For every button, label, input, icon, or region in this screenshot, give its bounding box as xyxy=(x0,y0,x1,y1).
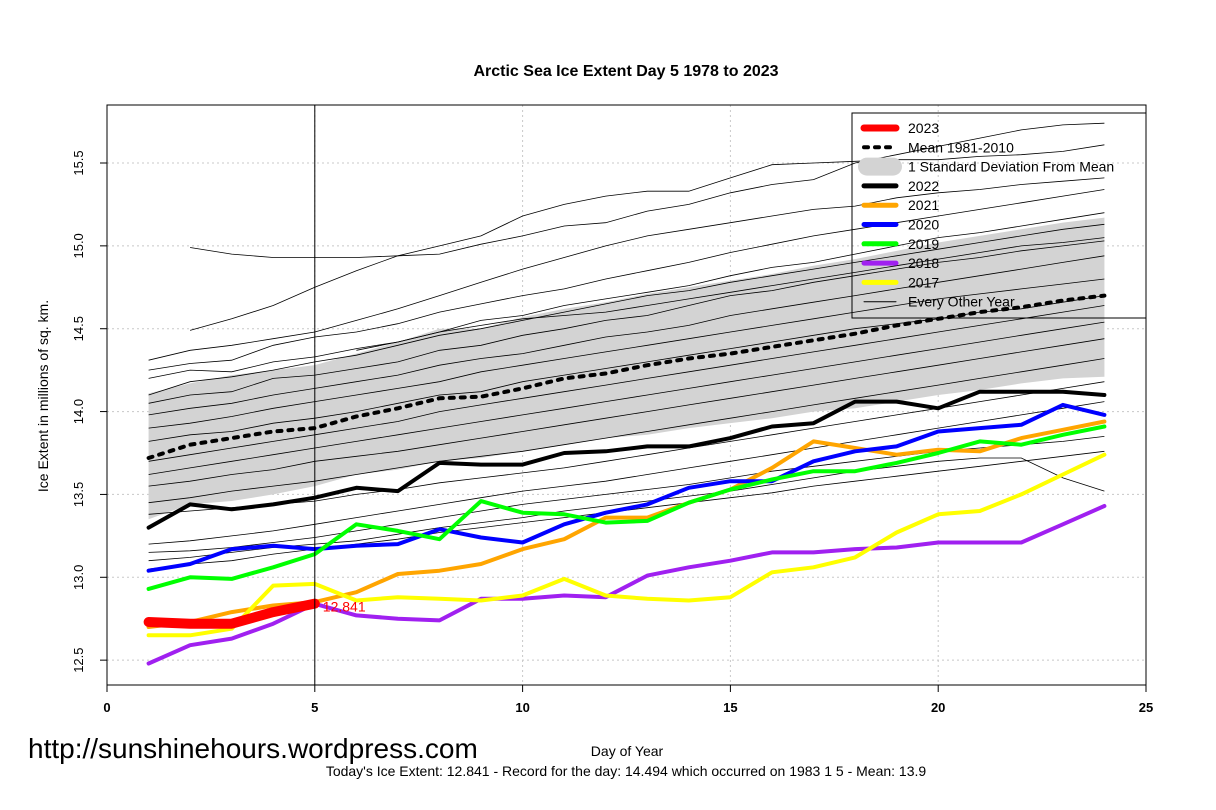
legend-label: 2019 xyxy=(908,236,939,252)
legend-label: Mean 1981-2010 xyxy=(908,139,1014,155)
series-line-2020 xyxy=(146,402,1107,573)
other-year-line xyxy=(148,189,1105,371)
series-line-2017 xyxy=(146,452,1107,638)
other-years-layer xyxy=(148,122,1105,570)
other-year-line xyxy=(148,223,1105,396)
legend-label: 1 Standard Deviation From Mean xyxy=(908,159,1114,175)
legend-label: Every Other Year xyxy=(908,294,1015,310)
legend-label: 2017 xyxy=(908,274,939,290)
plot-frame xyxy=(106,104,1147,686)
x-tick-label: 5 xyxy=(311,700,318,715)
other-year-line xyxy=(189,144,1105,331)
other-year-line xyxy=(148,321,1105,475)
y-tick-label: 12.5 xyxy=(71,647,86,672)
chart-title: Arctic Sea Ice Extent Day 5 1978 to 2023 xyxy=(473,63,778,80)
legend-box xyxy=(851,112,1147,319)
todays-value-label: 12.841 xyxy=(323,599,366,615)
legend-label: 2020 xyxy=(908,217,939,233)
footer-summary: Today's Ice Extent: 12.841 - Record for … xyxy=(326,763,927,779)
y-axis-ticks: 12.5 13.0 13.5 14.0 14.5 15.0 15.5 xyxy=(71,150,107,673)
other-year-line xyxy=(148,338,1105,487)
legend-label: 2018 xyxy=(908,255,939,271)
y-tick-label: 15.0 xyxy=(71,233,86,258)
legend-label: 2023 xyxy=(908,120,939,136)
y-axis-label: Ice Extent in millions of sq. km. xyxy=(35,300,51,492)
legend: 2023 Mean 1981-2010 1 Standard Deviation F… xyxy=(851,112,1147,319)
watermark-url: http://sunshinehours.wordpress.com xyxy=(28,733,478,764)
other-year-line xyxy=(148,401,1105,545)
legend-label: 2021 xyxy=(908,197,939,213)
series-line-2023 xyxy=(143,598,320,629)
series-line-2019 xyxy=(146,424,1107,591)
x-tick-label: 10 xyxy=(515,700,529,715)
x-tick-label: 0 xyxy=(103,700,110,715)
other-year-line xyxy=(148,457,1105,562)
series-layer xyxy=(143,389,1107,666)
x-axis-ticks: 0 5 10 15 20 25 xyxy=(103,685,1153,715)
x-tick-label: 15 xyxy=(723,700,737,715)
y-tick-label: 13.0 xyxy=(71,565,86,590)
other-year-line xyxy=(148,278,1105,429)
other-year-line xyxy=(148,240,1105,404)
other-year-line xyxy=(148,255,1105,416)
x-tick-label: 20 xyxy=(931,700,945,715)
series-line-2022 xyxy=(146,389,1107,530)
x-axis-label: Day of Year xyxy=(591,743,664,759)
other-year-line xyxy=(148,305,1105,462)
x-tick-label: 25 xyxy=(1139,700,1153,715)
mean-layer xyxy=(146,293,1107,460)
other-year-line xyxy=(148,212,1105,379)
other-year-line xyxy=(148,177,1105,361)
y-tick-label: 13.5 xyxy=(71,482,86,507)
other-year-line xyxy=(148,358,1105,504)
other-year-line xyxy=(356,237,1105,351)
y-tick-label: 14.0 xyxy=(71,399,86,424)
legend-swatch xyxy=(858,157,902,176)
legend-label: 2022 xyxy=(908,178,939,194)
mean-line xyxy=(146,293,1107,460)
y-tick-label: 14.5 xyxy=(71,316,86,341)
y-tick-label: 15.5 xyxy=(71,150,86,175)
other-year-line xyxy=(190,122,1105,258)
